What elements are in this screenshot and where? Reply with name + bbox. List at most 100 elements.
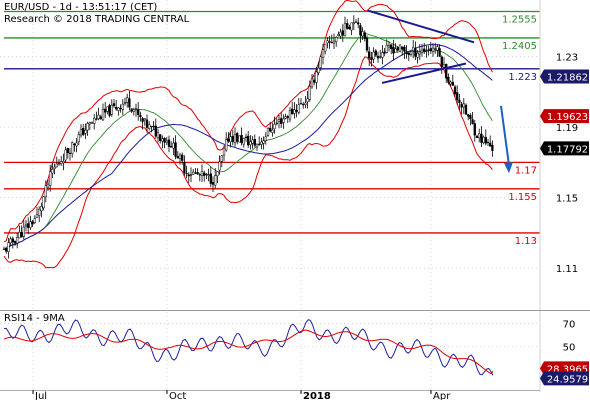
candle	[398, 44, 402, 53]
candle-body	[449, 81, 452, 85]
candle-body	[293, 109, 296, 114]
candle-body	[346, 23, 349, 29]
candle-body	[95, 118, 98, 120]
level-label: 1.223	[508, 72, 537, 83]
candle	[390, 44, 393, 55]
candle-body	[434, 48, 437, 50]
candle	[247, 130, 250, 148]
candle-body	[405, 51, 408, 54]
level-label: 1.2405	[502, 41, 537, 52]
candle	[449, 80, 452, 87]
candle	[269, 121, 272, 133]
candle	[434, 42, 437, 54]
candle-body	[284, 116, 287, 119]
candle-body	[9, 238, 12, 244]
candle	[86, 121, 89, 136]
candle-body	[242, 138, 245, 145]
candle	[315, 66, 318, 90]
candle	[119, 104, 122, 113]
candle	[317, 62, 320, 76]
candle	[255, 143, 259, 151]
candle-body	[359, 25, 362, 36]
candle	[447, 73, 450, 85]
candle	[163, 137, 166, 149]
candle	[361, 27, 364, 40]
price-tag-label: 1.19623	[547, 112, 588, 123]
candle-body	[121, 103, 124, 110]
candle	[462, 98, 465, 115]
candle	[18, 225, 21, 239]
candle	[233, 127, 237, 147]
candle	[299, 98, 303, 105]
candle-body	[192, 171, 195, 175]
candle	[392, 39, 395, 61]
candle-body	[112, 103, 116, 107]
price-tag: 1.19623	[540, 109, 589, 124]
candle-body	[374, 50, 377, 56]
candle-body	[398, 44, 402, 52]
candle-body	[339, 31, 342, 37]
level-label: 1.17	[515, 165, 537, 176]
candle-body	[108, 105, 111, 116]
candle-body	[64, 149, 67, 161]
candle	[24, 220, 28, 232]
candle-body	[306, 98, 309, 103]
candle	[90, 121, 94, 124]
candle	[2, 246, 6, 250]
candle	[238, 135, 241, 143]
candle	[225, 132, 228, 152]
candle	[121, 99, 124, 116]
candle	[236, 131, 239, 145]
candle-body	[310, 78, 314, 88]
rsi-tick-label: 70	[563, 320, 576, 331]
candle	[242, 137, 245, 148]
candle-body	[139, 114, 142, 118]
candle	[302, 101, 305, 109]
candle	[167, 135, 171, 153]
candle-body	[55, 163, 58, 168]
candle	[451, 74, 454, 86]
candle	[79, 124, 83, 138]
candle	[376, 51, 380, 63]
candle-body	[486, 141, 490, 144]
candle-body	[161, 138, 164, 142]
candle	[97, 107, 100, 121]
candle	[346, 19, 349, 30]
candle	[482, 135, 485, 145]
price-tick-label: 1.11	[556, 264, 578, 275]
candle	[152, 121, 155, 130]
candle-body	[330, 42, 333, 44]
candle	[357, 17, 360, 29]
candle	[209, 166, 212, 188]
candle	[60, 155, 63, 166]
candle	[354, 19, 358, 23]
candle-body	[321, 49, 325, 59]
candle-body	[401, 46, 404, 49]
candle-body	[414, 48, 417, 57]
candle	[304, 96, 307, 109]
candle	[11, 236, 14, 249]
candle-body	[154, 125, 157, 137]
candle-body	[409, 51, 413, 56]
candle	[343, 16, 347, 37]
candle	[194, 167, 197, 174]
candle-body	[189, 174, 193, 176]
candle	[88, 121, 91, 131]
candle	[352, 15, 355, 31]
candle	[249, 135, 252, 150]
candle	[130, 108, 133, 113]
candle-body	[295, 110, 298, 112]
candle-body	[271, 129, 274, 133]
candle	[64, 146, 67, 163]
candle-body	[110, 104, 113, 115]
candle-body	[22, 226, 25, 237]
candle-body	[132, 109, 135, 112]
candle-body	[82, 127, 85, 135]
candle	[5, 246, 8, 254]
candle	[442, 57, 446, 70]
candle	[489, 135, 492, 147]
candle-body	[480, 133, 483, 143]
candle	[288, 106, 292, 123]
candle	[374, 49, 377, 58]
